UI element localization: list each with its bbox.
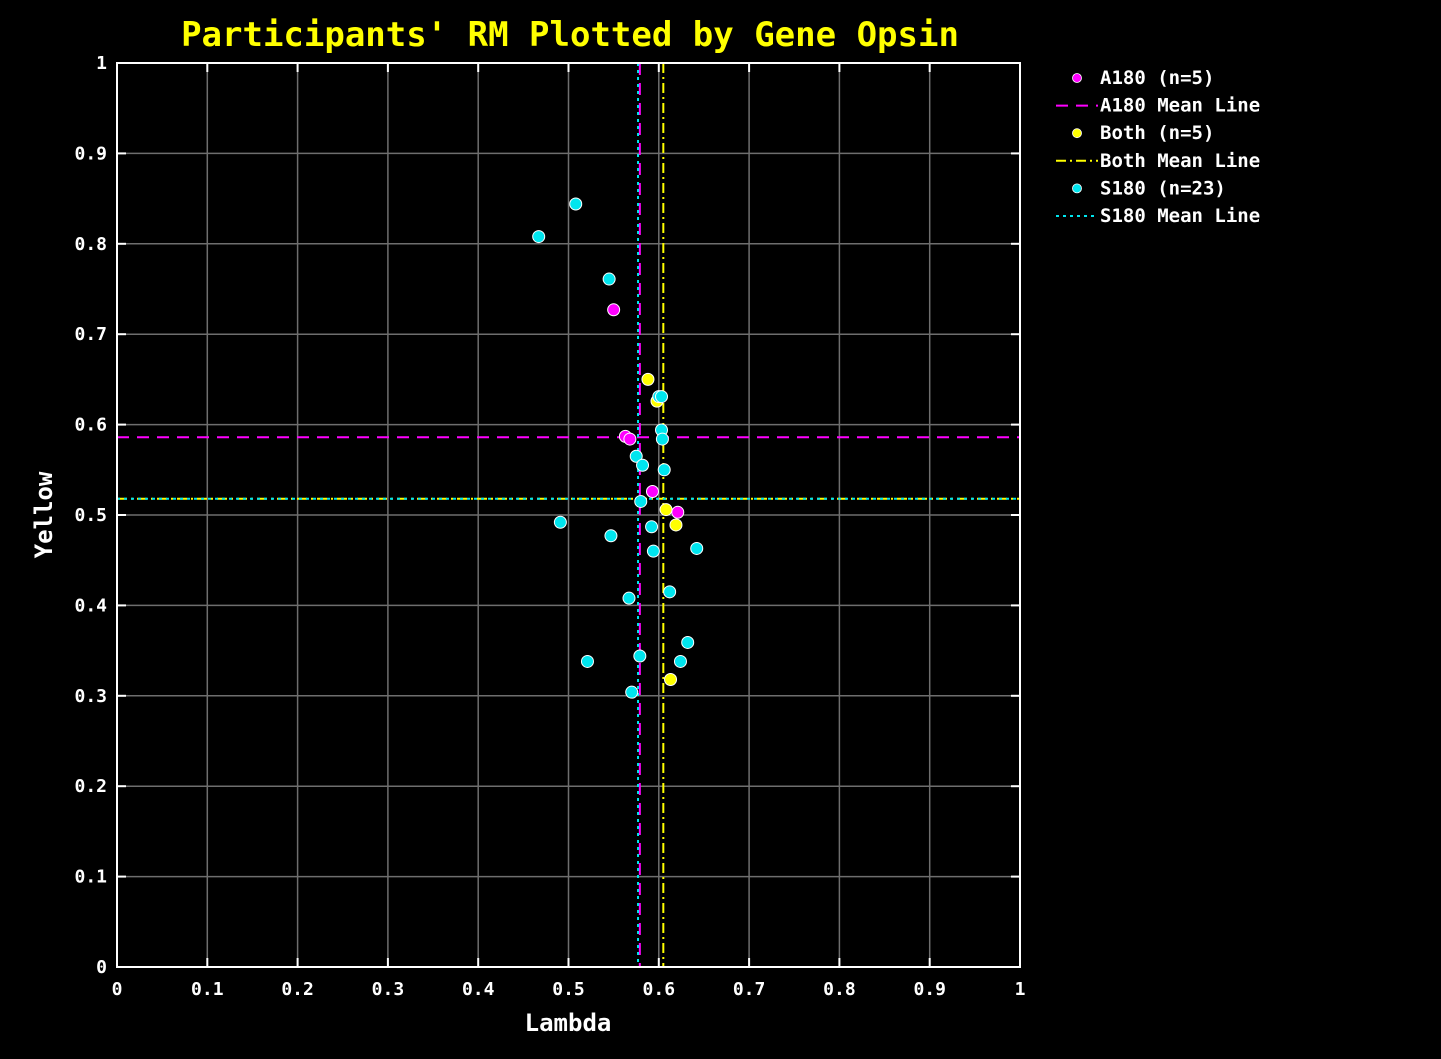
legend-label-both-mean-line: Both Mean Line [1100,150,1260,172]
x-tick-label: 0.5 [552,979,585,1000]
s180-point [625,685,639,699]
legend-label-a180-mean-line: A180 Mean Line [1100,95,1260,117]
s180-point [655,432,669,446]
s180-point [629,449,643,463]
both-point [641,372,655,386]
both-point [664,673,678,687]
s180-point [569,197,583,211]
x-tick-label: 1 [1015,979,1026,1000]
legend-label-both-n-5: Both (n=5) [1100,122,1214,144]
s180-point [690,541,704,555]
a180-point [645,484,659,498]
y-tick-label: 0.3 [74,686,107,707]
s180-point [663,585,677,599]
y-tick-label: 0.4 [74,595,107,616]
s180-point [636,458,650,472]
mean-lines [117,63,1020,967]
legend: A180 (n=5) A180 Mean Line Both (n=5) Both M… [1056,67,1260,227]
x-tick-label: 0.8 [823,979,856,1000]
y-axis-label: Yellow [30,471,58,558]
y-tick-label: 0.1 [74,867,107,888]
legend-marker-both-n-5 [1072,128,1082,139]
y-tick-label: 0.5 [74,505,107,526]
grid [117,63,1020,967]
y-tick-label: 0.9 [74,143,107,164]
y-tick-label: 0.6 [74,415,107,436]
legend-label-a180-n-5: A180 (n=5) [1100,67,1214,89]
x-tick-label: 0.3 [372,979,405,1000]
s180-point [604,529,618,543]
data-points [532,197,704,699]
s180-point [622,591,636,605]
x-tick-label: 0.7 [733,979,766,1000]
s180-point [633,649,647,663]
s180-point [645,520,659,534]
chart-title: Participants' RM Plotted by Gene Opsin [181,15,959,55]
s180-point [553,515,567,529]
s180-point [532,230,546,244]
legend-marker-a180-n-5 [1072,73,1082,83]
x-axis-label: Lambda [525,1009,612,1037]
x-tick-label: 0.4 [462,979,495,1000]
s180-point [657,463,671,477]
y-tick-label: 1 [96,53,107,74]
s180-point [602,272,616,286]
x-tick-label: 0.9 [913,979,946,1000]
y-tick-label: 0.7 [74,324,107,345]
legend-label-s180-mean-line: S180 Mean Line [1100,205,1260,227]
s180-point [634,494,648,508]
legend-label-s180-n-23: S180 (n=23) [1100,177,1226,199]
a180-point [671,505,685,519]
a180-point [623,432,637,446]
y-tick-label: 0 [96,957,107,978]
s180-point [655,390,669,404]
y-tick-label: 0.2 [74,776,107,797]
s180-point [580,654,594,668]
s180-point [646,544,660,558]
a180-point [607,303,621,317]
both-point [659,503,673,517]
x-tick-label: 0.6 [643,979,676,1000]
x-tick-label: 0.2 [281,979,314,1000]
x-tick-label: 0.1 [191,979,224,1000]
x-tick-label: 0 [112,979,123,1000]
both-point [669,518,683,532]
s180-point [673,654,687,668]
legend-marker-s180-n-23 [1072,183,1082,194]
y-tick-label: 0.8 [74,234,107,255]
plot-frame [116,62,1021,968]
s180-point [681,635,695,649]
axis-ticks: 0 0.1 0.2 0.3 0.4 0.5 0.6 0.7 0.8 0.9 1 0 0.1 0.2 0.3 0… [74,53,1025,1000]
